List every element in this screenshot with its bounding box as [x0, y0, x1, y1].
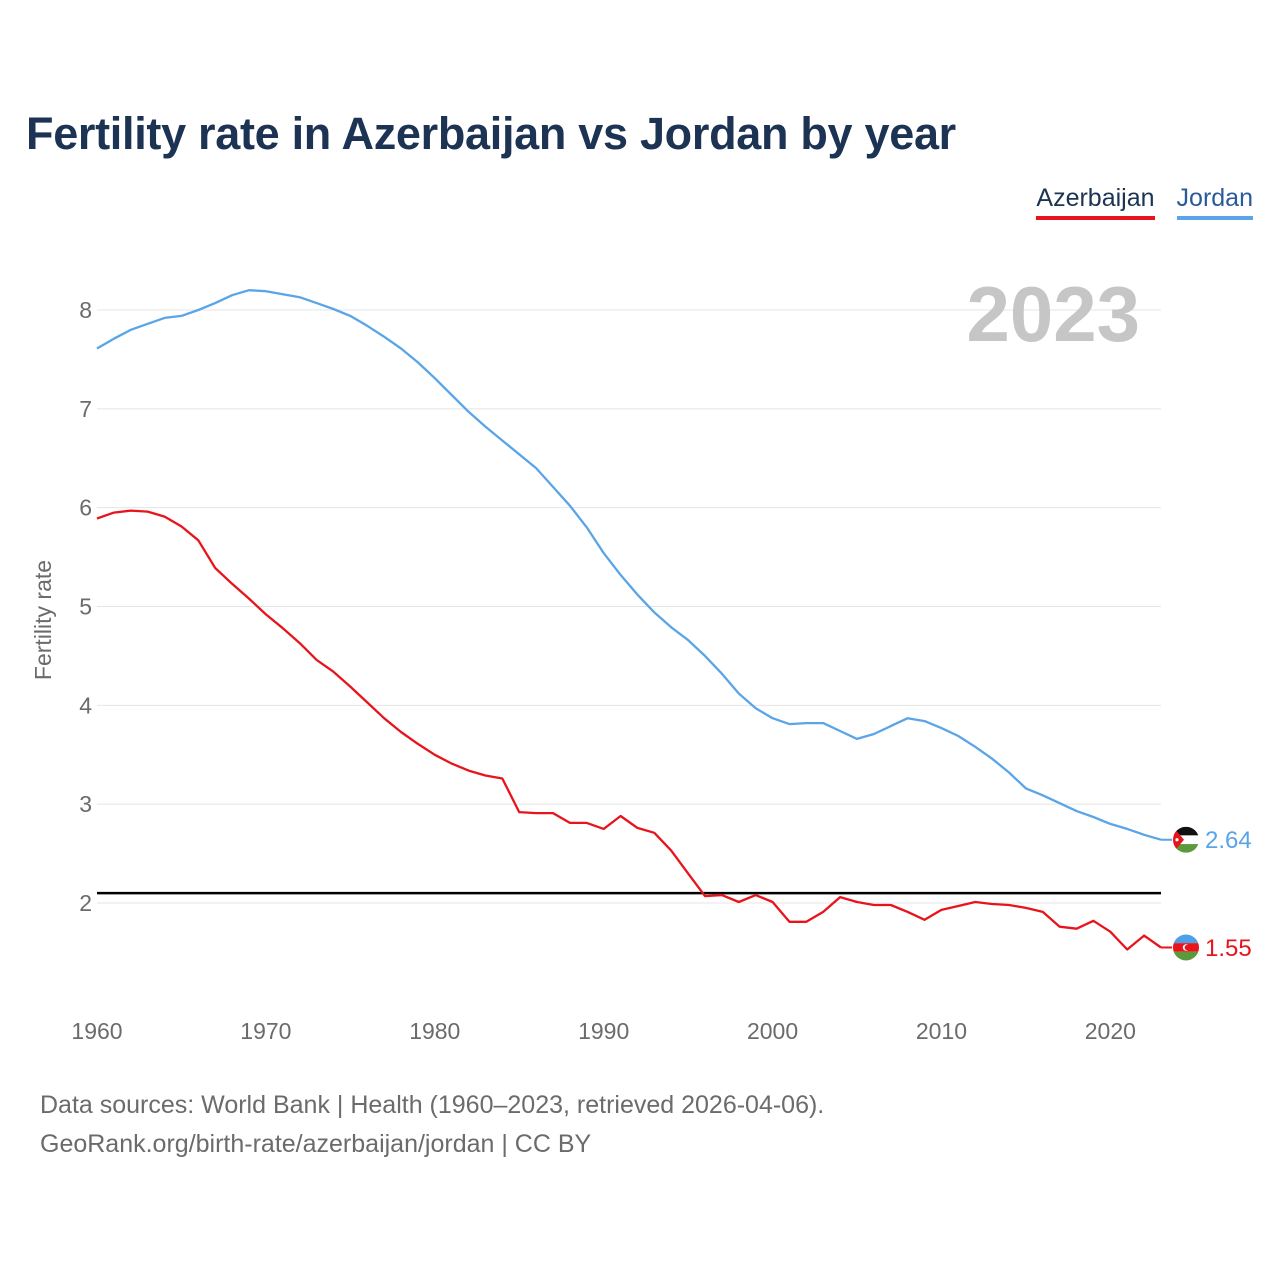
- y-tick-label-7: 7: [79, 396, 92, 422]
- y-tick-label-8: 8: [79, 297, 92, 323]
- x-tick-label-2020: 2020: [1085, 1018, 1136, 1044]
- current-year-label: 2023: [966, 270, 1140, 358]
- end-label-jordan: 2.64: [1205, 827, 1252, 854]
- series-lines: [96, 289, 1162, 951]
- azerbaijan-flag-icon: [1173, 934, 1199, 961]
- series-line-azerbaijan: [96, 509, 1162, 951]
- x-tick-label-1960: 1960: [71, 1018, 122, 1044]
- x-tick-label-1990: 1990: [578, 1018, 629, 1044]
- sources-line-1: Data sources: World Bank | Health (1960–…: [40, 1091, 825, 1119]
- data-sources: Data sources: World Bank | Health (1960–…: [40, 1086, 824, 1164]
- x-tick-label-2010: 2010: [916, 1018, 967, 1044]
- x-tick-label-1970: 1970: [240, 1018, 291, 1044]
- sources-line-2[interactable]: GeoRank.org/birth-rate/azerbaijan/jordan…: [40, 1130, 592, 1158]
- legend: Azerbaijan Jordan: [1036, 184, 1253, 220]
- legend-item-jordan-label: Jordan: [1176, 184, 1253, 212]
- legend-item-jordan[interactable]: Jordan: [1176, 184, 1253, 220]
- gridlines: [97, 309, 1161, 904]
- x-tick-label-1980: 1980: [409, 1018, 460, 1044]
- x-axis-ticks: 1960 1970 1980 1990 2000 2010 2020: [71, 1018, 1136, 1044]
- x-tick-label-2000: 2000: [747, 1018, 798, 1044]
- line-chart: 2 3 4 5 6 7 8 1960 1970 1980 1990 2000 2010 2020 202…: [30, 270, 1252, 1044]
- y-tick-label-4: 4: [79, 692, 92, 718]
- chart-title: Fertility rate in Azerbaijan vs Jordan b…: [26, 108, 956, 159]
- jordan-flag-icon: [1173, 826, 1199, 853]
- y-axis-label: Fertility rate: [30, 560, 56, 680]
- series-line-jordan: [96, 289, 1162, 841]
- y-tick-label-6: 6: [79, 495, 92, 521]
- y-tick-label-2: 2: [79, 890, 92, 916]
- end-label-azerbaijan: 1.55: [1205, 935, 1252, 962]
- legend-item-azerbaijan[interactable]: Azerbaijan: [1036, 184, 1155, 220]
- y-tick-label-3: 3: [79, 791, 92, 817]
- y-tick-label-5: 5: [79, 594, 92, 620]
- end-markers: 2.64 1.55: [1161, 826, 1252, 962]
- y-axis-ticks: 2 3 4 5 6 7 8: [79, 297, 92, 916]
